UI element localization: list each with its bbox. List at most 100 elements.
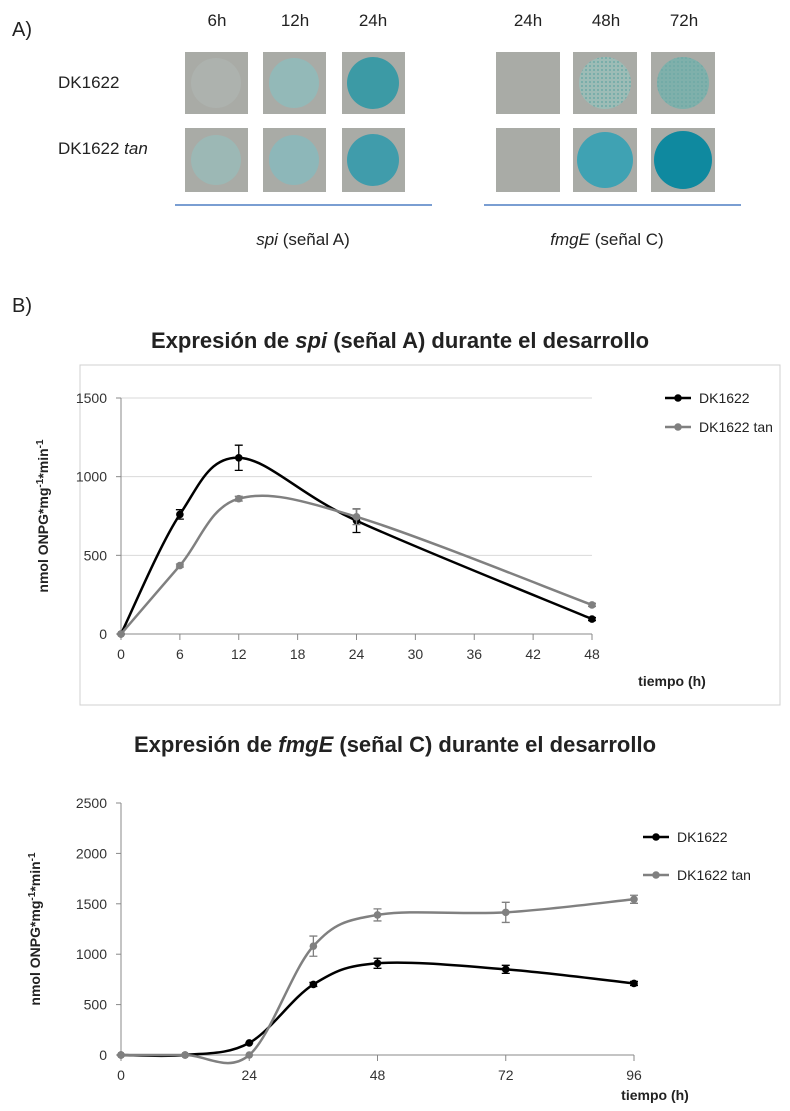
signal: (señal C) [595, 230, 664, 249]
data-point [501, 908, 510, 917]
x-tick-label: 6 [176, 646, 184, 662]
time-label: 6h [208, 11, 227, 30]
y-axis-label: nmol ONPG*mg-1*min-1 [35, 439, 52, 593]
row-label: DK1622 tan [58, 139, 148, 158]
plates [185, 52, 715, 192]
y-tick-label: 500 [84, 997, 108, 1013]
title-part: (señal C) durante el desarrollo [339, 732, 656, 757]
y-tick-label: 1000 [76, 469, 107, 485]
x-axis-label: tiempo (h) [638, 673, 706, 689]
spot [577, 132, 633, 188]
panel-label: A) [12, 19, 32, 41]
y-tick-label: 500 [84, 547, 108, 563]
x-tick-label: 96 [626, 1067, 642, 1083]
y-label-part: *min [35, 448, 51, 478]
y-label-part: -1 [27, 852, 38, 861]
x-tick-label: 48 [584, 646, 600, 662]
legend-label: DK1622 tan [699, 419, 773, 435]
x-tick-label: 0 [117, 1067, 125, 1083]
y-label-part: -1 [35, 478, 46, 487]
data-point [373, 959, 382, 968]
y-tick-label: 0 [99, 1047, 107, 1063]
x-tick-label: 12 [231, 646, 247, 662]
y-label-part: nmol ONPG*mg [27, 901, 43, 1006]
time-headers: 6h 12h 24h 24h 48h 72h [208, 11, 699, 30]
series-line [120, 494, 593, 635]
legend-label: DK1622 [699, 390, 750, 406]
gene: spi [256, 230, 279, 249]
strain: DK1622 [58, 139, 119, 158]
spot [347, 57, 399, 109]
data-point [352, 512, 361, 521]
group-caption: spi (señal A) [256, 230, 350, 249]
y-tick-label: 2000 [76, 845, 107, 861]
data-point [245, 1039, 254, 1047]
time-label: 24h [359, 11, 387, 30]
y-tick-label: 1500 [76, 390, 107, 406]
series-line [120, 898, 635, 1065]
data-point [309, 942, 318, 950]
x-tick-label: 72 [498, 1067, 514, 1083]
x-tick-label: 30 [408, 646, 424, 662]
x-tick-label: 24 [241, 1067, 257, 1083]
legend-marker [674, 394, 682, 402]
data-point [117, 1051, 125, 1059]
legend-label: DK1622 tan [677, 867, 751, 883]
data-point [245, 1051, 254, 1059]
legend-marker [652, 871, 660, 879]
data-point [309, 980, 318, 989]
data-point [373, 911, 382, 919]
row-label: DK1622 [58, 73, 119, 92]
y-tick-label: 1500 [76, 896, 107, 912]
y-tick-label: 2500 [76, 795, 107, 811]
data-point [234, 453, 243, 462]
spot-texture [579, 57, 631, 109]
x-tick-label: 0 [117, 646, 125, 662]
title-part: fmgE [278, 732, 334, 757]
legend-marker [652, 833, 660, 841]
time-label: 12h [281, 11, 309, 30]
x-tick-label: 42 [525, 646, 541, 662]
data-point [234, 494, 243, 503]
title-part: spi [295, 328, 328, 353]
spot [347, 134, 399, 186]
data-point [630, 895, 638, 904]
data-point [630, 979, 638, 988]
legend-label: DK1622 [677, 829, 728, 845]
plate [496, 52, 560, 114]
title-part: Expresión de [151, 328, 289, 353]
chart-title: Expresión de fmgE (señal C) durante el d… [134, 732, 656, 757]
title-part: (señal A) durante el desarrollo [333, 328, 649, 353]
chart-title: Expresión de spi (señal A) durante el de… [151, 328, 649, 353]
time-label: 72h [670, 11, 698, 30]
plate [496, 128, 560, 192]
legend-marker [674, 423, 682, 431]
y-tick-label: 0 [99, 626, 107, 642]
chart-area [79, 364, 781, 706]
y-label-part: *min [27, 861, 43, 891]
spot [269, 135, 319, 185]
y-label-part: -1 [27, 891, 38, 900]
data-point [501, 965, 510, 974]
spot-texture [657, 57, 709, 109]
time-label: 24h [514, 11, 542, 30]
data-point [117, 630, 125, 638]
y-label-part: nmol ONPG*mg [35, 488, 51, 593]
series-line [120, 961, 635, 1058]
title-part: Expresión de [134, 732, 272, 757]
group-caption: fmgE (señal C) [550, 230, 663, 249]
spot [269, 58, 319, 108]
data-point [181, 1051, 189, 1059]
data-point [588, 615, 596, 623]
gene: fmgE [550, 230, 590, 249]
x-tick-label: 48 [370, 1067, 386, 1083]
spot [191, 135, 241, 185]
y-label-part: -1 [35, 439, 46, 448]
panel-label: B) [12, 295, 32, 317]
series-line [119, 456, 593, 635]
data-point [176, 510, 184, 519]
time-label: 48h [592, 11, 620, 30]
data-point [176, 561, 184, 570]
mutation: tan [124, 139, 148, 158]
